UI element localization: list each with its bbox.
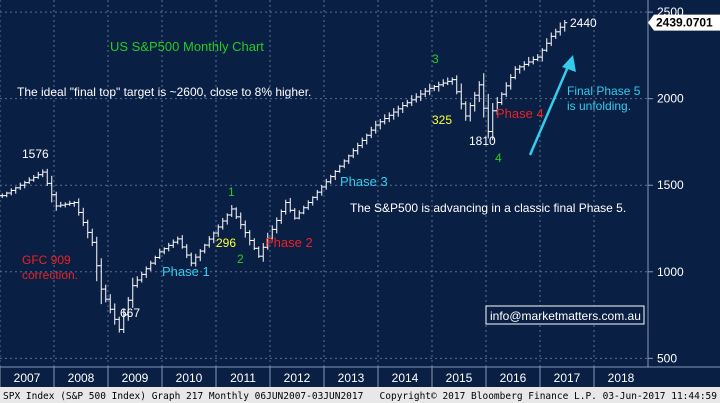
level-667-label: 667 — [120, 306, 140, 320]
y-tick-label: 500 — [657, 351, 677, 365]
y-tick-label: 1000 — [657, 265, 684, 279]
last-value-marker: 2439.0701 — [648, 14, 720, 31]
target-note: The ideal "final top" target is ~2600, c… — [17, 85, 311, 99]
ohlc-bars — [0, 20, 568, 334]
x-tick-label: 2008 — [68, 371, 95, 385]
wave3-label: 3 — [432, 52, 439, 66]
advance-note: The S&P500 is advancing in a classic fin… — [350, 201, 626, 215]
last-value-tag — [648, 14, 720, 31]
x-tick-label: 2011 — [230, 371, 256, 385]
footer: SPX Index (S&P 500 Index) Graph 217 Mont… — [0, 387, 720, 403]
x-tick-labels: 2007 2008 2009 2010 2011 2012 2013 2014 2015 2016… — [0, 367, 635, 387]
phase2-label: Phase 2 — [265, 235, 313, 250]
phase3-label: Phase 3 — [340, 174, 388, 189]
contact-email: info@marketmatters.com.au — [490, 309, 641, 323]
x-tick-label: 2012 — [284, 371, 311, 385]
wave2-label: 2 — [237, 252, 244, 266]
phase4-label: Phase 4 — [496, 106, 544, 121]
last-value-label: 2439.0701 — [656, 16, 713, 30]
y-tick-label: 1500 — [657, 178, 684, 192]
phase1-label: Phase 1 — [162, 264, 210, 279]
contact-box: info@marketmatters.com.au — [485, 305, 645, 325]
final-phase-note-line2: is unfolding. — [567, 99, 631, 113]
x-tick-label: 2009 — [122, 371, 149, 385]
final-phase-note-line1: Final Phase 5 — [567, 84, 641, 98]
gfc-note-line1: GFC 909 — [22, 253, 71, 267]
trend-arrow — [528, 55, 576, 156]
wave1-label: 1 — [228, 185, 235, 199]
x-tick-label: 2007 — [14, 371, 41, 385]
y-axis-panel — [648, 0, 720, 367]
y-tick-label: 2000 — [657, 92, 684, 106]
x-tick-label: 2018 — [608, 371, 635, 385]
chart-title: US S&P500 Monthly Chart — [110, 39, 264, 54]
x-tick-label: 2015 — [446, 371, 473, 385]
ohlc-bar — [562, 20, 568, 32]
x-tick-label: 2017 — [554, 371, 581, 385]
points-296-label: 296 — [216, 236, 236, 250]
gfc-note-line2: correction. — [22, 268, 78, 282]
x-tick-label: 2013 — [338, 371, 365, 385]
x-tick-label: 2016 — [500, 371, 527, 385]
footer-right: Copyright© 2017 Bloomberg Finance L.P. 0… — [380, 391, 718, 402]
annotations: US S&P500 Monthly Chart The ideal "final… — [17, 16, 645, 325]
wave4-label: 4 — [495, 151, 502, 165]
points-325-label: 325 — [432, 113, 452, 127]
footer-left: SPX Index (S&P 500 Index) Graph 217 Mont… — [3, 391, 363, 402]
level-2440-label: 2440 — [570, 16, 597, 30]
level-1576-label: 1576 — [22, 147, 49, 161]
level-1810-label: 1810 — [469, 134, 496, 148]
x-tick-label: 2010 — [176, 371, 203, 385]
x-tick-label: 2014 — [392, 371, 419, 385]
